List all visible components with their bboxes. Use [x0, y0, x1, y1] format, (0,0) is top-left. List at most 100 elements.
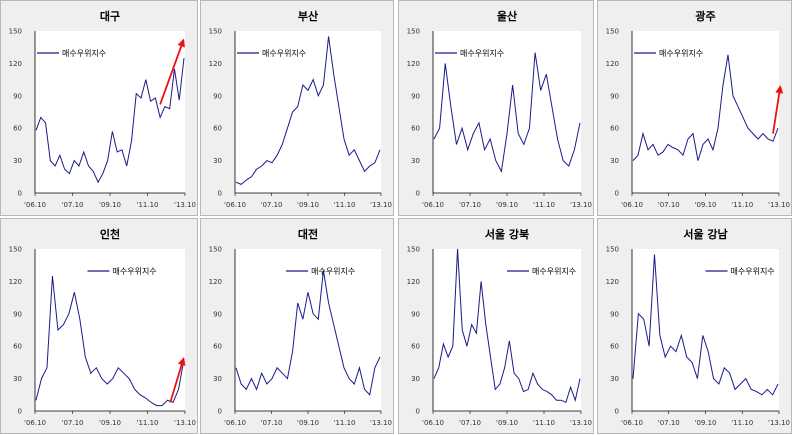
chart-title: 대구 — [100, 9, 120, 23]
x-tick-label: '13.10 — [174, 419, 196, 427]
x-tick-label: '13.10 — [370, 201, 392, 209]
x-tick-label: '13.10 — [768, 201, 790, 209]
y-tick-label: 90 — [13, 92, 22, 100]
x-tick-label: '09.10 — [695, 419, 717, 427]
series-line — [632, 54, 779, 161]
x-tick-label: '07.10 — [459, 201, 481, 209]
legend-label: 매수우위지수 — [311, 267, 355, 276]
y-tick-label: 0 — [416, 190, 420, 198]
plot-area — [433, 249, 581, 411]
y-tick-label: 60 — [213, 343, 222, 351]
trend-arrow-head — [177, 38, 185, 48]
y-tick-label: 150 — [209, 28, 222, 36]
y-tick-label: 60 — [213, 125, 222, 133]
y-tick-label: 90 — [213, 310, 222, 318]
y-tick-label: 0 — [18, 408, 22, 416]
x-tick-label: '06.10 — [422, 201, 444, 209]
x-tick-label: '06.10 — [621, 201, 643, 209]
y-tick-label: 90 — [13, 310, 22, 318]
y-tick-label: 30 — [13, 375, 22, 383]
y-tick-label: 150 — [407, 246, 420, 254]
y-tick-label: 150 — [9, 246, 22, 254]
x-tick-label: '11.10 — [334, 419, 356, 427]
x-tick-label: '06.10 — [24, 419, 46, 427]
legend-label: 매수우위지수 — [659, 49, 703, 58]
plot-area — [433, 31, 581, 193]
chart-panel-0: 대구 0 30 60 90 120 150 '06.10 '07.10 '09.10 '11.10 '… — [0, 0, 198, 216]
x-tick-label: '09.10 — [297, 201, 319, 209]
x-tick-label: '09.10 — [297, 419, 319, 427]
x-tick-label: '06.10 — [422, 419, 444, 427]
y-tick-label: 120 — [407, 278, 420, 286]
x-tick-label: '13.10 — [174, 201, 196, 209]
x-tick-label: '09.10 — [496, 201, 518, 209]
y-tick-label: 30 — [213, 375, 222, 383]
y-tick-label: 120 — [606, 60, 619, 68]
chart-panel-7: 서울 강남 0 30 60 90 120 150 '06.10 '07.10 '09.10 '11.… — [597, 218, 792, 434]
trend-arrow — [169, 363, 183, 403]
x-tick-label: '06.10 — [224, 201, 246, 209]
chart-panel-4: 인천 0 30 60 90 120 150 '06.10 '07.10 '09.10 '11.10 '… — [0, 218, 198, 434]
y-tick-label: 30 — [610, 157, 619, 165]
x-tick-label: '13.10 — [768, 419, 790, 427]
x-tick-label: '13.10 — [570, 419, 592, 427]
y-tick-label: 150 — [407, 28, 420, 36]
y-tick-label: 60 — [13, 343, 22, 351]
y-tick-label: 30 — [411, 157, 420, 165]
y-tick-label: 0 — [218, 408, 222, 416]
x-tick-label: '07.10 — [62, 419, 84, 427]
x-tick-label: '07.10 — [658, 419, 680, 427]
y-tick-label: 150 — [606, 246, 619, 254]
y-tick-label: 30 — [610, 375, 619, 383]
series-line — [433, 248, 581, 404]
legend-label: 매수우위지수 — [262, 49, 306, 58]
y-tick-label: 150 — [9, 28, 22, 36]
plot-area — [235, 249, 381, 411]
y-tick-label: 90 — [610, 310, 619, 318]
chart-title: 대전 — [298, 227, 318, 241]
y-tick-label: 0 — [615, 190, 619, 198]
chart-panel-2: 울산 0 30 60 90 120 150 '06.10 '07.10 '09.10 '11.10 '… — [398, 0, 594, 216]
chart-title: 울산 — [497, 9, 517, 23]
chart-panel-6: 서울 강북 0 30 60 90 120 150 '06.10 '07.10 '09.10 '11.… — [398, 218, 594, 434]
chart-panel-3: 광주 0 30 60 90 120 150 '06.10 '07.10 '09.10 '11.10 '… — [597, 0, 792, 216]
y-tick-label: 90 — [213, 92, 222, 100]
x-tick-label: '11.10 — [533, 419, 555, 427]
x-tick-label: '13.10 — [370, 419, 392, 427]
x-tick-label: '09.10 — [695, 201, 717, 209]
trend-arrow — [159, 45, 183, 105]
chart-title: 서울 강북 — [485, 227, 529, 241]
y-tick-label: 30 — [411, 375, 420, 383]
chart-title: 인천 — [100, 227, 120, 241]
y-tick-label: 150 — [209, 246, 222, 254]
x-tick-label: '11.10 — [731, 419, 753, 427]
y-tick-label: 60 — [411, 343, 420, 351]
y-tick-label: 60 — [610, 125, 619, 133]
y-tick-label: 60 — [13, 125, 22, 133]
y-tick-label: 0 — [218, 190, 222, 198]
series-line — [35, 57, 185, 184]
x-tick-label: '09.10 — [496, 419, 518, 427]
series-line — [632, 254, 779, 396]
x-tick-label: '09.10 — [99, 419, 121, 427]
x-tick-label: '06.10 — [24, 201, 46, 209]
y-tick-label: 0 — [18, 190, 22, 198]
y-tick-label: 30 — [213, 157, 222, 165]
y-tick-label: 0 — [416, 408, 420, 416]
x-tick-label: '07.10 — [261, 419, 283, 427]
trend-arrow-head — [775, 85, 784, 94]
x-tick-label: '06.10 — [224, 419, 246, 427]
x-tick-label: '11.10 — [533, 201, 555, 209]
trend-arrow — [772, 91, 781, 134]
x-tick-label: '11.10 — [137, 201, 159, 209]
chart-title: 광주 — [695, 10, 715, 23]
plot-area — [632, 31, 779, 193]
series-line — [235, 36, 381, 185]
plot-area — [632, 249, 779, 411]
y-tick-label: 90 — [610, 92, 619, 100]
legend-label: 매수우위지수 — [62, 49, 106, 58]
x-tick-label: '07.10 — [261, 201, 283, 209]
chart-panel-5: 대전 0 30 60 90 120 150 '06.10 '07.10 '09.10 '11.10 '… — [200, 218, 394, 434]
series-line — [235, 270, 381, 396]
